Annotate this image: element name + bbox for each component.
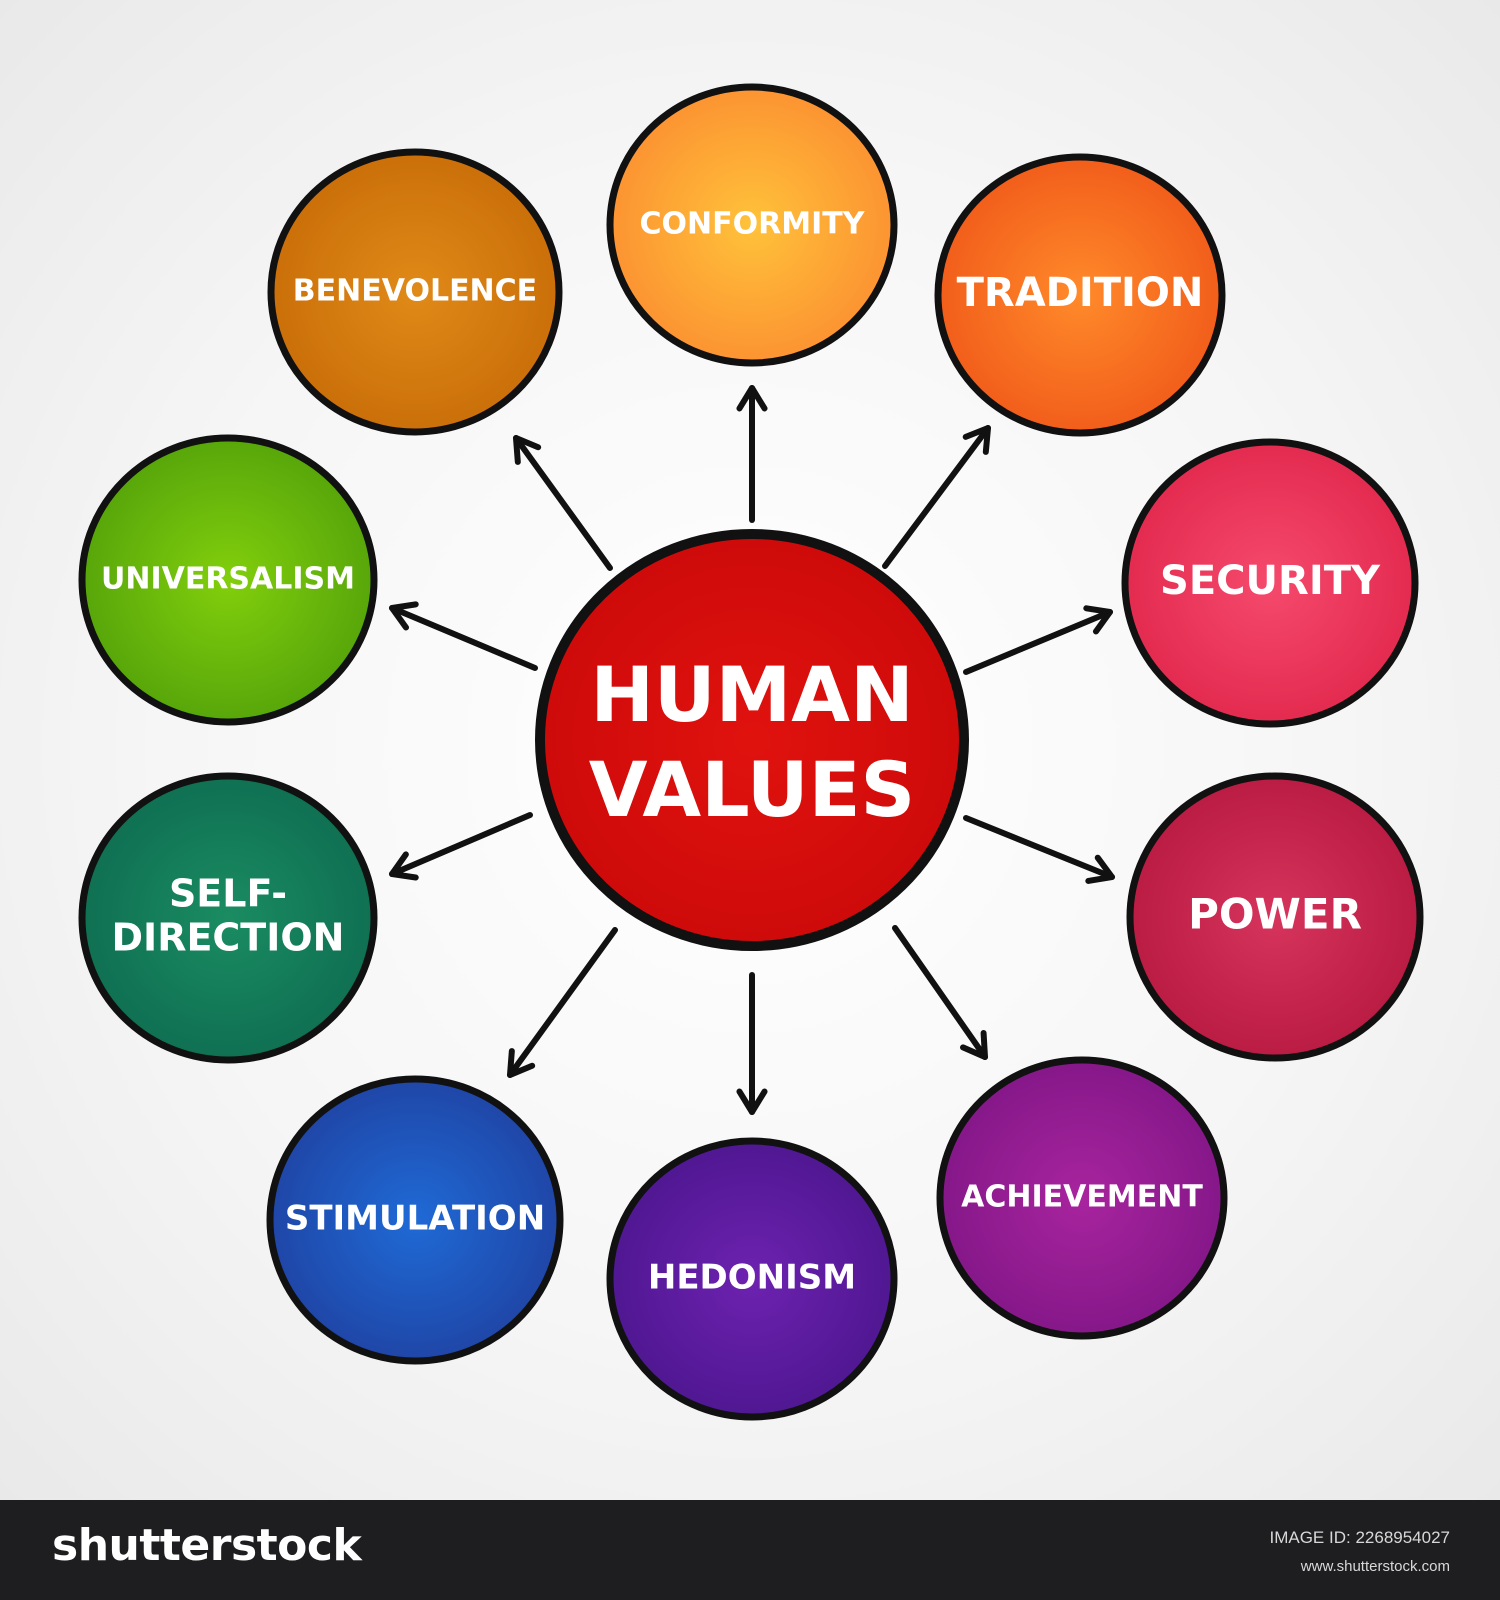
arrow-to-tradition bbox=[882, 425, 991, 569]
node-security: SECURITY bbox=[1121, 438, 1419, 728]
node-power: POWER bbox=[1126, 772, 1424, 1062]
arrow-head-icon bbox=[736, 1088, 768, 1115]
mind-map-diagram: CONFORMITY TRADITION SECURITY POWER ACHIEVEM… bbox=[78, 83, 1424, 1421]
node-benevolence: BENEVOLENCE bbox=[267, 148, 563, 436]
center-title-line-2: VALUES bbox=[589, 745, 916, 834]
node-circle bbox=[267, 148, 563, 436]
node-label: STIMULATION bbox=[285, 1199, 545, 1239]
node-label: HEDONISM bbox=[648, 1258, 856, 1298]
arrow-shaft bbox=[963, 815, 1115, 880]
arrow-to-achievement bbox=[892, 925, 988, 1060]
node-achievement: ACHIEVEMENT bbox=[936, 1056, 1228, 1340]
image-id-value: 2268954027 bbox=[1355, 1528, 1450, 1547]
image-id: IMAGE ID: 2268954027 bbox=[1269, 1528, 1450, 1548]
node-label: BENEVOLENCE bbox=[293, 274, 537, 309]
node-circle bbox=[606, 83, 898, 367]
arrow-head-icon bbox=[389, 601, 419, 631]
node-circle bbox=[934, 153, 1226, 437]
node-circle bbox=[1126, 772, 1424, 1062]
node-label: POWER bbox=[1188, 890, 1362, 939]
arrow-to-security bbox=[963, 605, 1113, 675]
arrow-to-conformity bbox=[736, 385, 768, 523]
arrow-to-self-direction bbox=[389, 812, 533, 881]
node-label: CONFORMITY bbox=[640, 207, 866, 242]
diagram-canvas: CONFORMITY TRADITION SECURITY POWER ACHIEVEM… bbox=[0, 0, 1500, 1500]
nodes-layer: CONFORMITY TRADITION SECURITY POWER ACHIEVEM… bbox=[78, 83, 1424, 1421]
center-circle bbox=[535, 529, 969, 951]
arrow-to-stimulation bbox=[507, 927, 618, 1078]
node-label: TRADITION bbox=[957, 270, 1204, 316]
arrow-head-icon bbox=[962, 425, 991, 455]
arrow-shaft bbox=[513, 435, 613, 571]
node-label: DIRECTION bbox=[112, 915, 345, 959]
arrow-head-icon bbox=[960, 1030, 988, 1060]
node-label: SELF- bbox=[169, 872, 287, 916]
node-circle bbox=[78, 772, 378, 1064]
node-circle bbox=[78, 434, 378, 726]
node-circle bbox=[1121, 438, 1419, 728]
arrow-head-icon bbox=[389, 851, 419, 881]
arrow-head-icon bbox=[513, 435, 542, 465]
node-circle bbox=[606, 1137, 898, 1421]
node-universalism: UNIVERSALISM bbox=[78, 434, 378, 726]
node-circle bbox=[936, 1056, 1228, 1340]
node-label: UNIVERSALISM bbox=[101, 562, 355, 597]
arrow-shaft bbox=[963, 609, 1113, 675]
arrow-shaft bbox=[882, 425, 991, 569]
arrow-head-icon bbox=[507, 1048, 536, 1078]
node-label: ACHIEVEMENT bbox=[961, 1180, 1203, 1215]
site-url[interactable]: www.shutterstock.com bbox=[1300, 1558, 1450, 1575]
node-circle bbox=[266, 1075, 564, 1365]
arrow-shaft bbox=[389, 812, 533, 877]
arrow-head-icon bbox=[736, 385, 768, 412]
node-stimulation: STIMULATION bbox=[266, 1075, 564, 1365]
arrow-shaft bbox=[892, 925, 988, 1060]
arrow-to-universalism bbox=[389, 601, 538, 671]
arrow-to-power bbox=[963, 815, 1115, 884]
node-tradition: TRADITION bbox=[934, 153, 1226, 437]
arrow-to-benevolence bbox=[513, 435, 613, 571]
image-id-label: IMAGE ID: bbox=[1269, 1528, 1351, 1547]
center-node: HUMAN VALUES bbox=[535, 529, 969, 951]
brand-logo[interactable]: shutterstock bbox=[52, 1520, 362, 1571]
arrow-shaft bbox=[389, 605, 538, 671]
center-title-line-1: HUMAN bbox=[590, 650, 913, 739]
node-conformity: CONFORMITY bbox=[606, 83, 898, 367]
arrow-head-icon bbox=[1085, 854, 1115, 884]
arrows-layer bbox=[389, 385, 1115, 1115]
arrow-shaft bbox=[507, 927, 618, 1078]
arrow-to-hedonism bbox=[736, 972, 768, 1115]
node-self-direction: SELF-DIRECTION bbox=[78, 772, 378, 1064]
footer-bar: shutterstock IMAGE ID: 2268954027 www.sh… bbox=[0, 1500, 1500, 1600]
node-hedonism: HEDONISM bbox=[606, 1137, 898, 1421]
arrow-head-icon bbox=[1083, 605, 1113, 635]
node-label: SECURITY bbox=[1160, 558, 1381, 604]
